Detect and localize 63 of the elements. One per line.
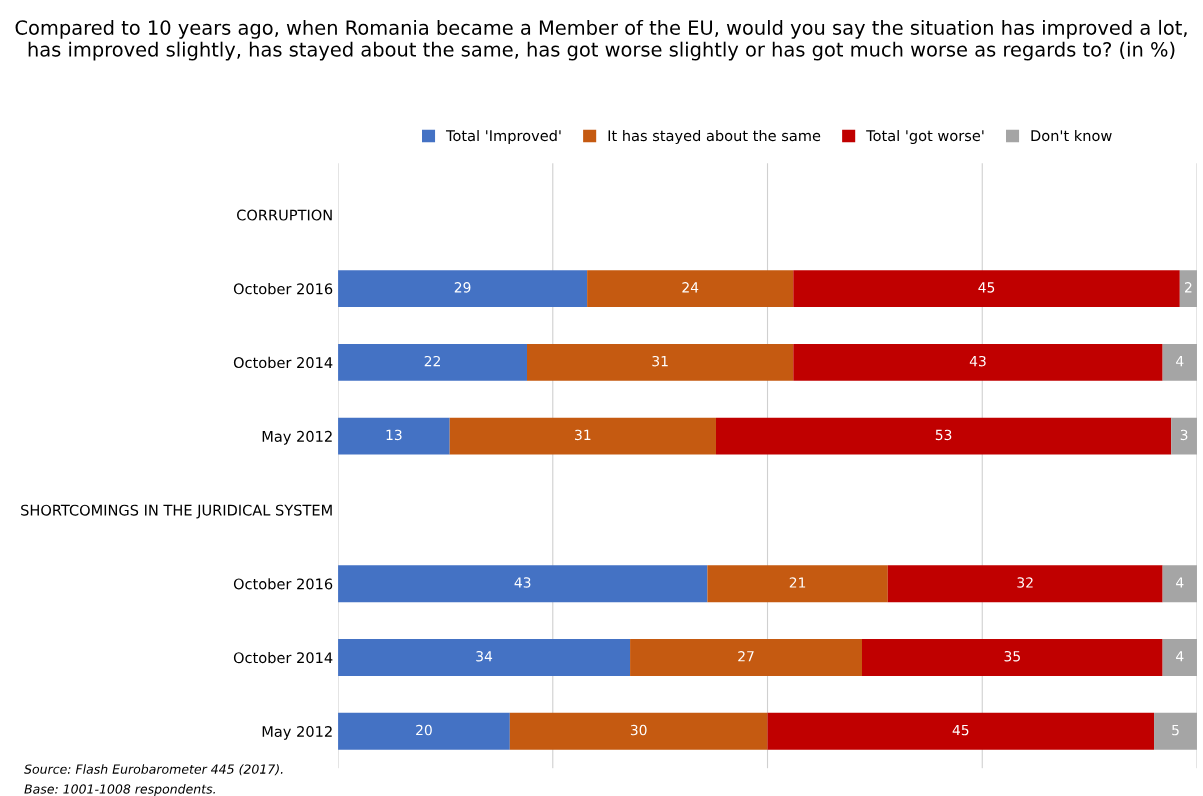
data-label: 5: [1172, 724, 1179, 736]
y-tick-label: May 2012: [262, 430, 332, 445]
bar: [793, 343, 1163, 381]
data-label: 13: [386, 429, 402, 441]
text: Base: 1001-1008 respondents.: [24, 784, 215, 796]
bar: [527, 343, 794, 381]
data-label: 43: [514, 577, 531, 588]
bar: [862, 639, 1163, 676]
data-label: 21: [789, 577, 806, 588]
legend-label: Total 'got worse': [866, 129, 984, 145]
data-label: 4: [1176, 356, 1184, 367]
y-tick-label: October 2016: [233, 283, 333, 295]
data-label: 53: [935, 429, 952, 441]
y-tick-label: May 2012: [262, 725, 332, 740]
data-label: 20: [416, 724, 432, 736]
bar: [338, 565, 708, 603]
data-label: 4: [1176, 577, 1184, 588]
data-label: 30: [630, 724, 647, 736]
data-label: 45: [952, 724, 969, 736]
bar: [1162, 343, 1197, 381]
bar: [715, 417, 1172, 455]
legend-label: Don't know: [1031, 129, 1112, 142]
data-label: 22: [424, 355, 440, 367]
bar: [707, 565, 888, 603]
data-label: 45: [978, 282, 995, 293]
bar: [630, 639, 862, 676]
data-label: 4: [1176, 651, 1184, 662]
y-tick-label: CORRUPTION: [237, 209, 332, 221]
data-label: 31: [652, 355, 668, 367]
y-tick-label: October 2014: [233, 356, 333, 369]
y-tick-label: October 2016: [233, 578, 333, 590]
data-label: 35: [1004, 651, 1020, 662]
data-label: 24: [682, 282, 699, 293]
bar: [767, 712, 1155, 750]
legend-label: It has stayed about the same: [608, 129, 821, 145]
bar: [1179, 270, 1197, 308]
data-label: 2: [1184, 282, 1192, 293]
y-tick-label: SHORTCOMINGS IN THE JURIDICAL SYSTEM: [21, 504, 332, 519]
data-label: 43: [969, 355, 986, 367]
data-label: 34: [476, 651, 493, 662]
bar: [587, 270, 794, 308]
bar: [509, 712, 768, 750]
bar: [887, 565, 1163, 603]
y-tick-label: October 2014: [233, 651, 333, 664]
data-label: 31: [575, 429, 591, 441]
bar: [793, 270, 1180, 308]
bar: [1162, 565, 1197, 603]
bar: [338, 639, 631, 676]
data-label: 29: [454, 282, 471, 293]
legend-label: Total 'Improved': [445, 129, 561, 145]
bar: [1154, 712, 1197, 750]
bar: [449, 417, 716, 455]
bar: [338, 712, 510, 750]
chart-title: Compared to 10 years ago, when Romania became a Member of the EU, would you say the situation has improved a lot, has improved slightly, has stayed about the same, has got worse slightly or has got much worse as regards to? (in %): [15, 19, 1187, 61]
bar: [1171, 417, 1197, 455]
bar: [338, 417, 450, 455]
data-label: 3: [1180, 429, 1188, 441]
source-note: Source: Flash Eurobarometer 445 (2017).: [24, 764, 283, 776]
data-label: 27: [738, 651, 754, 662]
bar: [338, 343, 528, 381]
bar: [1162, 639, 1197, 676]
data-label: 32: [1017, 577, 1033, 588]
bar: [338, 270, 588, 308]
